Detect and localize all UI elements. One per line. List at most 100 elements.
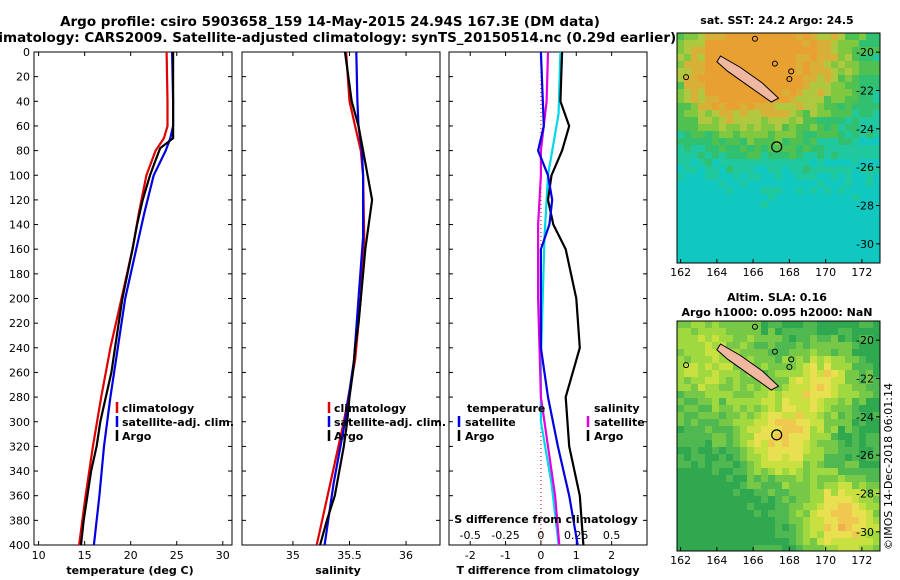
map-cell [831,384,838,391]
map-cell [740,468,747,475]
temperature-xlabel: temperature (deg C) [66,564,193,577]
map-cell [733,328,740,335]
map-cell [684,531,691,538]
island-new-caledonia [716,343,780,391]
map-cell [726,433,733,440]
map-cell [803,405,810,412]
map-cell [712,342,719,349]
map-cell [796,440,803,447]
map-cell [845,117,852,124]
map-cell [873,524,880,531]
map-cell [747,384,754,391]
map-cell [782,208,789,215]
map-cell [712,117,719,124]
map-cell [782,391,789,398]
map-cell [803,124,810,131]
map-cell [747,201,754,208]
map-cell [740,496,747,503]
map-cell [789,524,796,531]
map-cell [796,545,803,551]
map-cell [726,321,733,328]
map-cell [712,215,719,222]
map-cell [782,433,789,440]
island [751,323,758,330]
map-cell [817,447,824,454]
map-cell [789,61,796,68]
map-cell [768,201,775,208]
map-cell [824,384,831,391]
map-cell [761,96,768,103]
map-cell [684,510,691,517]
map-cell [733,159,740,166]
map-cell [754,152,761,159]
map-cell [845,82,852,89]
map-cell [761,538,768,545]
map-cell [698,243,705,250]
map-cell [859,412,866,419]
x-tick-label: 20 [124,549,138,562]
map-cell [691,243,698,250]
map-cell [677,482,684,489]
map-cell [761,447,768,454]
x-tick-label: 36 [399,549,413,562]
map-cell [789,440,796,447]
map-cell [838,250,845,257]
map-cell [705,75,712,82]
map-cell [740,47,747,54]
map-cell [754,363,761,370]
map-cell [803,454,810,461]
map-cell [789,201,796,208]
map-cell [789,377,796,384]
map-cell [733,229,740,236]
map-cell [698,152,705,159]
map-cell [740,510,747,517]
map-cell [845,496,852,503]
map-cell [677,68,684,75]
map-cell [845,40,852,47]
map-cell [838,349,845,356]
map-cell [803,131,810,138]
map-cell [838,524,845,531]
map-cell [698,61,705,68]
map-cell [803,510,810,517]
map-cell [789,363,796,370]
map-cell [803,166,810,173]
x-tick-label: -1 [500,549,511,562]
map-cell [705,545,712,551]
map-cell [859,426,866,433]
map-cell [831,138,838,145]
map-cell [866,510,873,517]
map-cell [698,363,705,370]
map-cell [824,440,831,447]
map-cell [719,201,726,208]
map-cell [712,103,719,110]
map-cell [789,356,796,363]
map-cell [873,236,880,243]
map-cell [810,103,817,110]
map-cell [852,356,859,363]
map-cell [810,166,817,173]
map-cell [754,531,761,538]
map-cell [740,503,747,510]
map-cell [852,82,859,89]
map-cell [698,194,705,201]
map-cell [873,229,880,236]
map-cell [719,475,726,482]
map-cell [691,335,698,342]
map-cell [698,124,705,131]
map-cell [824,517,831,524]
map-cell [831,538,838,545]
map-cell [747,222,754,229]
map-cell [866,215,873,222]
map-cell [852,75,859,82]
map-cell [712,250,719,257]
map-cell [782,138,789,145]
map-cell [866,335,873,342]
map-cell [789,482,796,489]
map-cell [705,482,712,489]
map-cell [705,103,712,110]
map-cell [831,75,838,82]
map-cell [768,538,775,545]
map-cell [796,201,803,208]
map-cell [677,75,684,82]
